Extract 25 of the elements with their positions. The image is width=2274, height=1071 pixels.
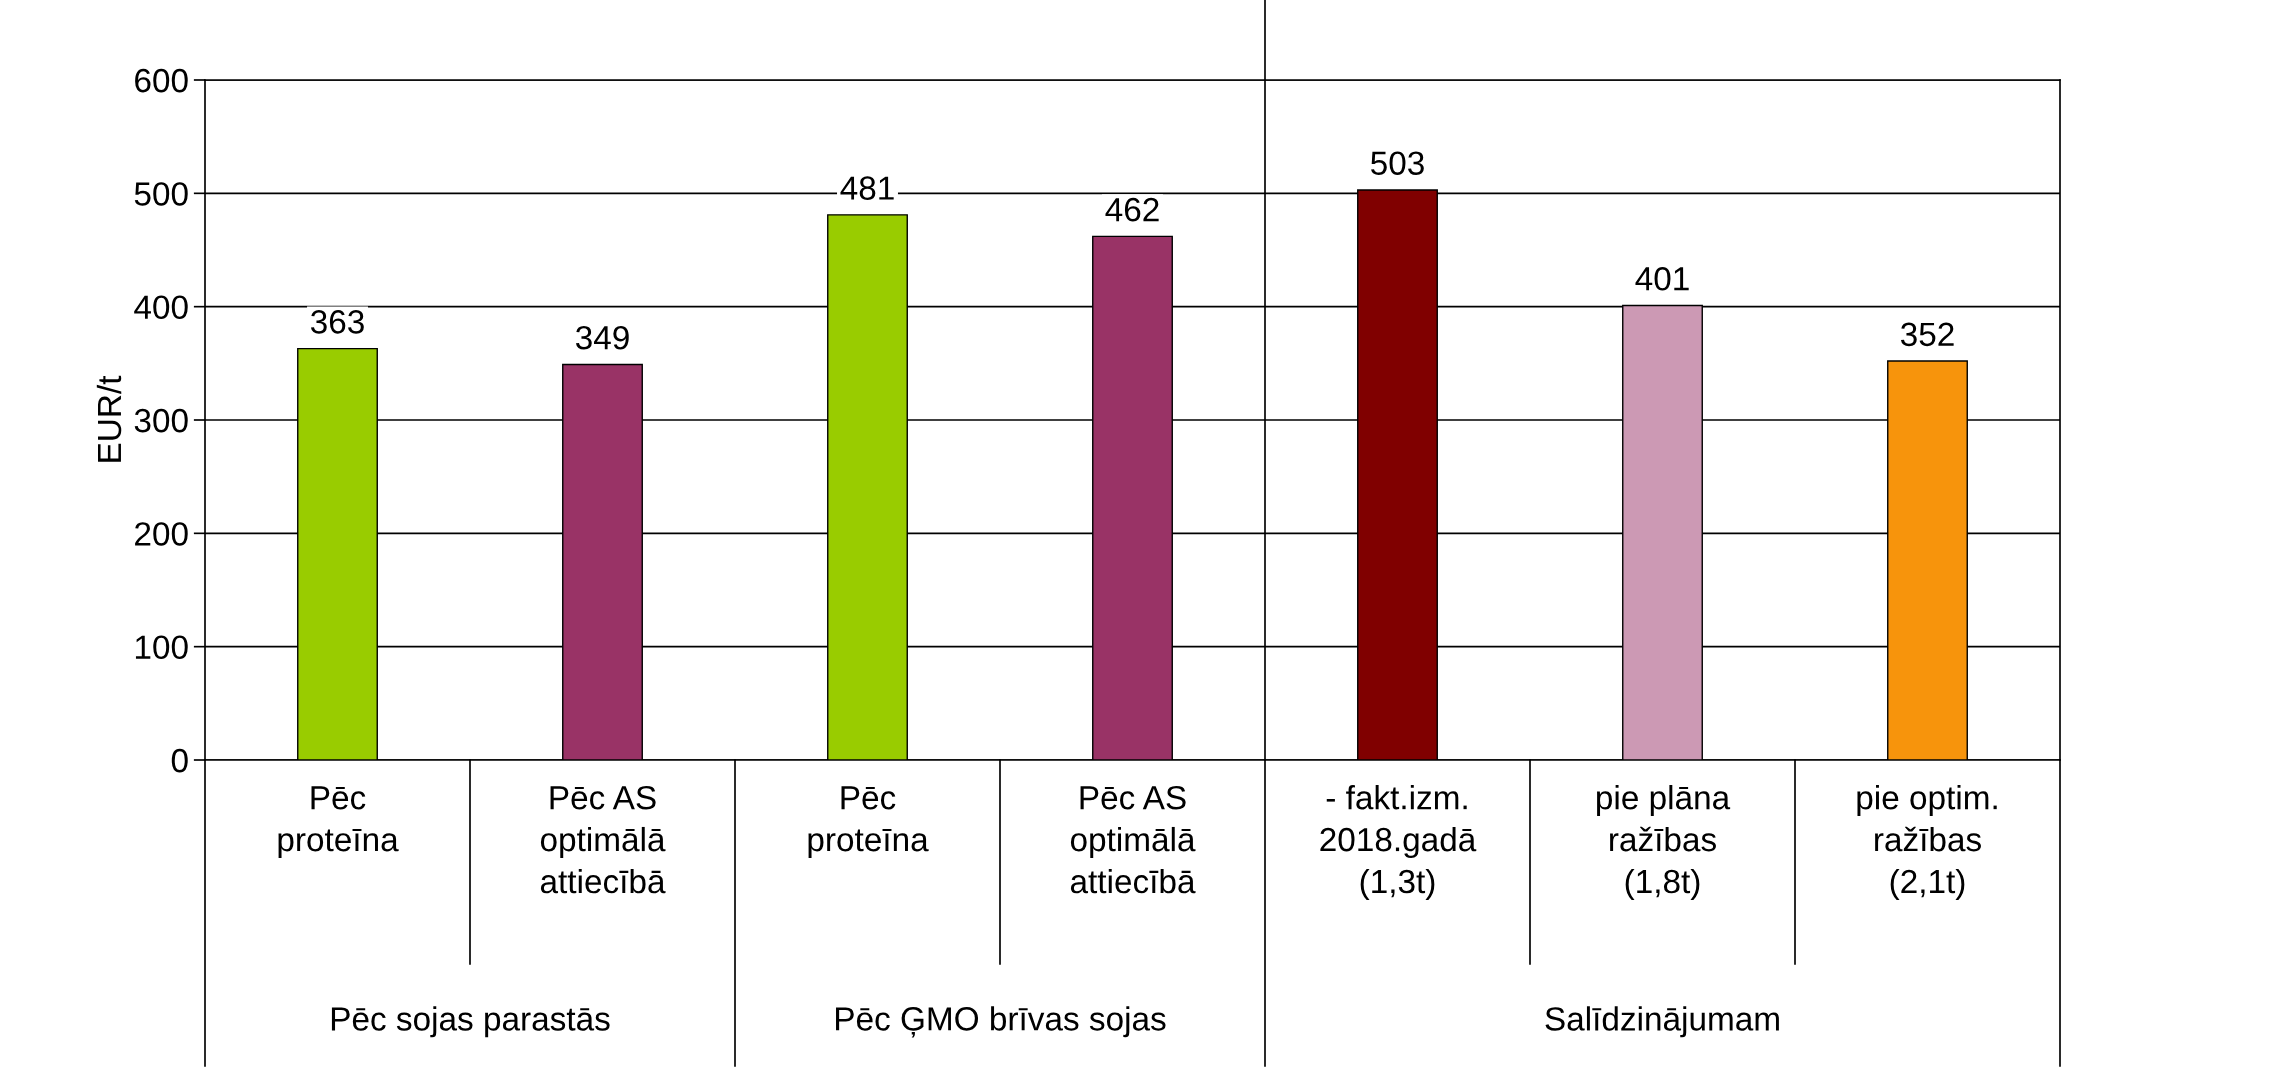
y-tick-label: 500: [134, 182, 188, 206]
x-tick-label: Pēc AS optimālā attiecībā: [540, 785, 666, 894]
y-tick-label: 100: [135, 635, 188, 660]
x-tick-label: pie optim. ražības (2,1t): [1857, 785, 1997, 900]
x-tick-label: Pēc proteīna: [278, 786, 399, 859]
x-tick-label: - fakt.izm. 2018.gadā (1,3t): [1320, 785, 1477, 900]
y-tick-label: 600: [135, 68, 188, 93]
x-tick-label: Pēc AS optimālā attiecībā: [1070, 785, 1196, 894]
y-tick-label: 0: [171, 748, 188, 773]
y-tick-label: 200: [135, 522, 188, 546]
data-label: 349: [575, 325, 629, 350]
y-tick-label: 300: [134, 408, 188, 433]
data-label: 481: [840, 176, 894, 200]
data-label: 462: [1105, 197, 1159, 222]
data-label: 503: [1371, 151, 1424, 176]
data-label: 363: [310, 310, 364, 334]
y-tick-label: 400: [134, 295, 188, 320]
data-label: 401: [1635, 267, 1689, 291]
x-tick-label: Pēc proteīna: [808, 786, 929, 859]
text: Pēc sojas parastās: [331, 1006, 610, 1038]
text: Pēc ĢMO brīvas sojas: [836, 1006, 1166, 1038]
y-axis-title: EUR/t: [96, 375, 122, 462]
text: Salīdzinājumam: [1545, 1006, 1779, 1038]
data-label: 352: [1900, 322, 1954, 347]
x-tick-label: pie plāna ražības (1,8t): [1597, 785, 1731, 900]
